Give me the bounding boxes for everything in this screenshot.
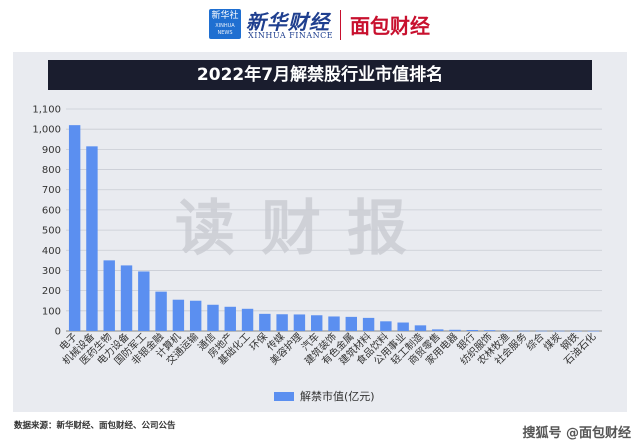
- brand-mianbao-caijing: 面包财经: [350, 14, 430, 38]
- y-tick-label: 100: [42, 306, 61, 317]
- bar-综合: [535, 330, 548, 332]
- bar-环保: [259, 313, 271, 331]
- xinhua-logo-text: 新华社: [211, 11, 239, 21]
- header-divider: [340, 10, 341, 40]
- bar-非银金融: [155, 291, 167, 331]
- bar-建筑装饰: [328, 316, 340, 331]
- bar-公用事业: [397, 322, 409, 331]
- y-tick-label: 300: [42, 266, 61, 277]
- y-tick-label: 800: [42, 165, 61, 176]
- bar-基础化工: [241, 308, 254, 331]
- y-tick-label: 1,000: [32, 125, 61, 136]
- bar-计算机: [172, 299, 185, 331]
- bar-交通运输: [189, 300, 202, 331]
- bar-商贸零售: [432, 329, 444, 331]
- bar-电子: [68, 125, 81, 332]
- bar-房地产: [224, 306, 236, 331]
- y-tick-label: 500: [42, 226, 61, 237]
- bar-煤炭: [553, 330, 565, 332]
- sohu-account-mark: 搜狐号 @面包财经: [522, 426, 631, 441]
- y-tick-label: 400: [42, 246, 61, 257]
- bar-纺织服饰: [483, 330, 496, 331]
- xinhua-logo: 新华社 XINHUA NEWS: [209, 9, 241, 39]
- bar-机械设备: [86, 146, 98, 331]
- bar-农林牧渔: [501, 330, 513, 332]
- y-tick-label: 200: [42, 286, 61, 297]
- bar-传媒: [276, 314, 288, 331]
- legend-swatch: [274, 391, 294, 401]
- bar-电力设备: [120, 265, 133, 331]
- data-source-note: 数据来源：新华财经、面包财经、公司公告: [14, 421, 176, 431]
- brand-xinhua-finance: 新华财经: [246, 10, 330, 34]
- y-tick-label: 1,100: [32, 105, 61, 116]
- y-tick-label: 0: [55, 327, 61, 338]
- bar-轻工制造: [414, 325, 427, 331]
- bar-食品饮料: [380, 321, 392, 331]
- y-tick-label: 700: [42, 185, 61, 196]
- y-tick-label: 600: [42, 205, 61, 216]
- bar-有色金属: [345, 316, 357, 331]
- chart-title: 2022年7月解禁股行业市值排名: [48, 60, 592, 90]
- bar-银行: [466, 329, 479, 331]
- y-tick-label: 900: [42, 145, 61, 156]
- bar-钢铁: [570, 330, 582, 332]
- bar-通信: [207, 304, 219, 331]
- bar-美容护理: [293, 314, 306, 331]
- xinhua-logo-subtext: XINHUA NEWS: [215, 23, 235, 36]
- bar-医药生物: [103, 260, 115, 331]
- bar-建筑材料: [362, 317, 375, 331]
- header: 新华社 XINHUA NEWS 新华财经 XINHUA FINANCE 面包财经: [0, 0, 641, 50]
- brand-xinhua-finance-en: XINHUA FINANCE: [248, 31, 334, 40]
- bar-社会服务: [518, 330, 530, 332]
- bar-国防军工: [138, 271, 150, 331]
- legend-label: 解禁市值(亿元): [300, 390, 375, 403]
- chart-legend[interactable]: 解禁市值(亿元): [274, 388, 375, 404]
- watermark: 读财报: [175, 194, 433, 264]
- bar-家用电器: [449, 329, 461, 331]
- bar-石油石化: [587, 330, 600, 332]
- bar-汽车: [311, 315, 323, 331]
- chart-card: [13, 52, 627, 412]
